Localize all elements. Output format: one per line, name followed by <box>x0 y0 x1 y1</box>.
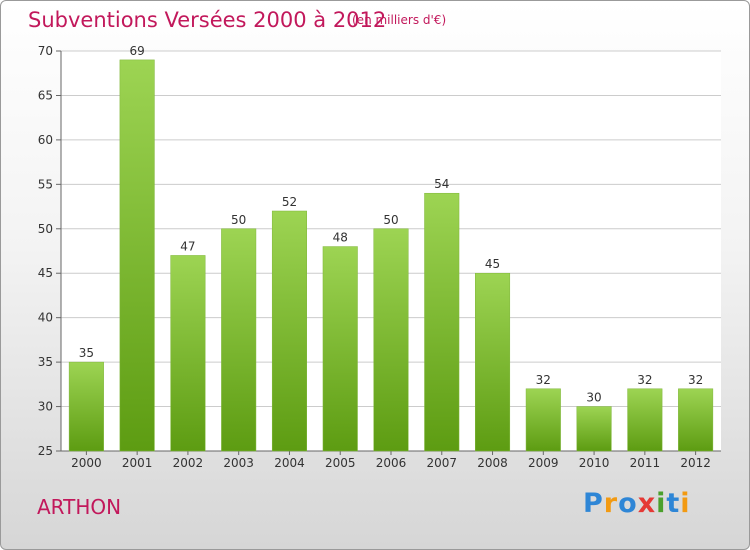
x-tick-label: 2006 <box>376 456 407 470</box>
proxiti-logo: Proxiti <box>583 488 691 519</box>
data-label: 50 <box>383 213 398 227</box>
data-label: 35 <box>79 346 94 360</box>
y-tick-label: 40 <box>38 311 53 325</box>
data-label: 32 <box>536 373 551 387</box>
chart-subtitle: (en milliers d'€) <box>352 13 447 27</box>
x-tick-label: 2011 <box>630 456 661 470</box>
y-tick-label: 35 <box>38 355 53 369</box>
data-label: 47 <box>180 239 195 253</box>
data-label: 32 <box>688 373 703 387</box>
bars <box>68 59 714 452</box>
logo-letter: i <box>680 488 691 519</box>
data-label: 30 <box>586 391 601 405</box>
x-tick-label: 2000 <box>71 456 102 470</box>
logo-letter: r <box>603 488 619 519</box>
chart-title: Subventions Versées 2000 à 2012 <box>28 8 387 32</box>
y-tick-label: 70 <box>38 44 53 58</box>
logo-letter: x <box>637 488 657 519</box>
y-tick-label: 55 <box>38 177 53 191</box>
logo-letter: t <box>666 488 681 519</box>
data-label: 48 <box>333 231 348 245</box>
commune-name: ARTHON <box>37 495 122 519</box>
y-tick-label: 30 <box>38 400 53 414</box>
x-tick-label: 2010 <box>579 456 610 470</box>
bar <box>170 255 206 452</box>
data-label: 54 <box>434 177 449 191</box>
logo-letter: P <box>583 488 604 519</box>
data-label: 52 <box>282 195 297 209</box>
y-tick-label: 25 <box>38 444 53 458</box>
bar <box>475 272 511 452</box>
x-tick-label: 2003 <box>223 456 254 470</box>
y-tick-label: 60 <box>38 133 53 147</box>
logo-letter: o <box>618 488 638 519</box>
bar <box>119 59 155 452</box>
data-label: 50 <box>231 213 246 227</box>
y-tick-label: 50 <box>38 222 53 236</box>
logo-letter: i <box>656 488 667 519</box>
x-tick-label: 2001 <box>122 456 153 470</box>
data-label: 32 <box>637 373 652 387</box>
bar <box>576 406 612 452</box>
y-tick-label: 45 <box>38 266 53 280</box>
y-tick-label: 65 <box>38 88 53 102</box>
bar <box>678 388 714 452</box>
x-tick-label: 2009 <box>528 456 559 470</box>
bar <box>525 388 561 452</box>
bar <box>373 228 409 452</box>
bar <box>271 210 307 452</box>
data-label: 45 <box>485 257 500 271</box>
bar <box>221 228 257 452</box>
labels: 25 30 35 40 45 50 55 60 65 70 35 2000 69 2001 47 2002 50… <box>38 44 711 470</box>
x-tick-label: 2012 <box>680 456 711 470</box>
bar <box>322 246 358 452</box>
x-tick-label: 2002 <box>173 456 204 470</box>
x-tick-label: 2005 <box>325 456 356 470</box>
x-tick-label: 2007 <box>426 456 457 470</box>
x-tick-label: 2008 <box>477 456 508 470</box>
x-tick-label: 2004 <box>274 456 305 470</box>
bar <box>627 388 663 452</box>
data-label: 69 <box>130 44 145 58</box>
bar <box>424 192 460 452</box>
bar <box>68 361 104 452</box>
